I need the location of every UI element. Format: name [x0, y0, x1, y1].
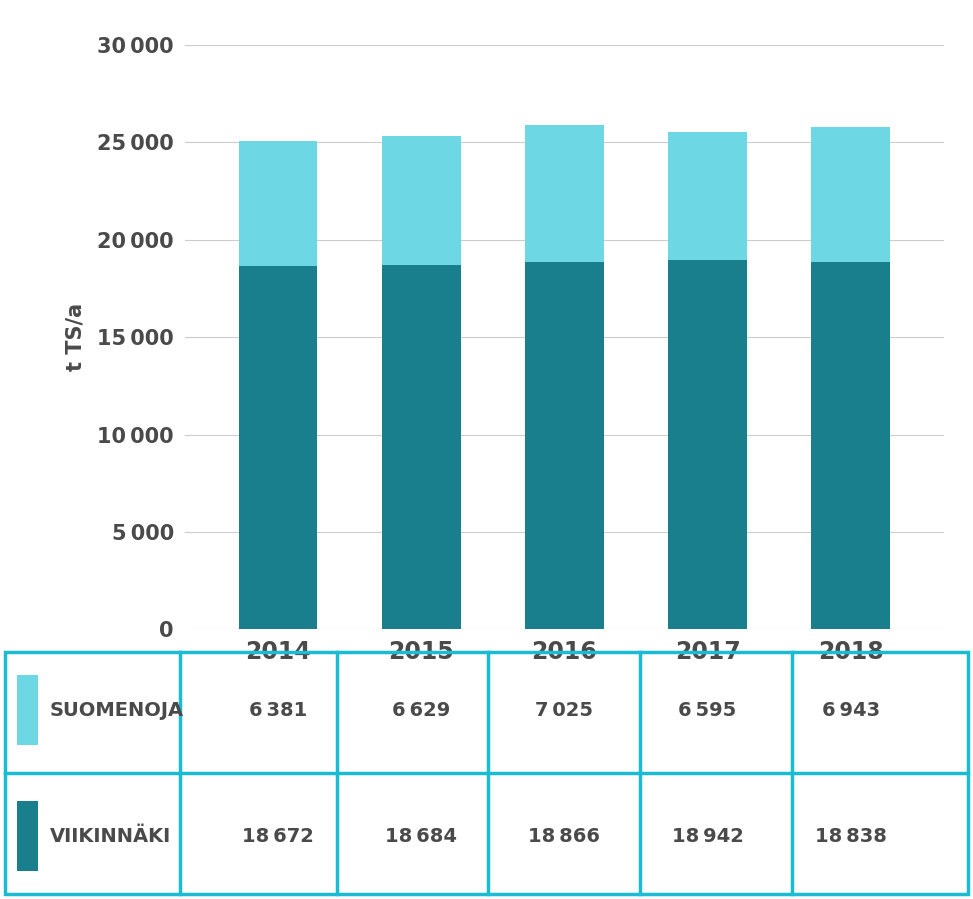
Bar [17, 801, 38, 871]
Bar [381, 265, 460, 629]
Text: 6 629: 6 629 [392, 700, 450, 720]
Bar [525, 262, 603, 629]
Bar [811, 263, 890, 629]
Text: SUOMENOJA: SUOMENOJA [50, 700, 184, 720]
Text: 6 943: 6 943 [821, 700, 880, 720]
Bar [668, 261, 747, 629]
Y-axis label: t TS/a: t TS/a [66, 303, 86, 371]
Bar [381, 137, 460, 265]
Text: 18 866: 18 866 [528, 826, 600, 846]
Text: 18 838: 18 838 [814, 826, 886, 846]
Bar [668, 132, 747, 261]
Text: VIIKINNÄKI: VIIKINNÄKI [50, 826, 171, 846]
Bar [17, 675, 38, 745]
Text: 18 684: 18 684 [385, 826, 457, 846]
Bar [525, 125, 603, 262]
Text: 18 672: 18 672 [242, 826, 314, 846]
Text: 6 381: 6 381 [249, 700, 307, 720]
Text: 7 025: 7 025 [535, 700, 594, 720]
Bar [811, 127, 890, 263]
Bar [238, 265, 317, 629]
Text: 18 942: 18 942 [671, 826, 743, 846]
Text: 6 595: 6 595 [678, 700, 737, 720]
Bar [238, 141, 317, 265]
